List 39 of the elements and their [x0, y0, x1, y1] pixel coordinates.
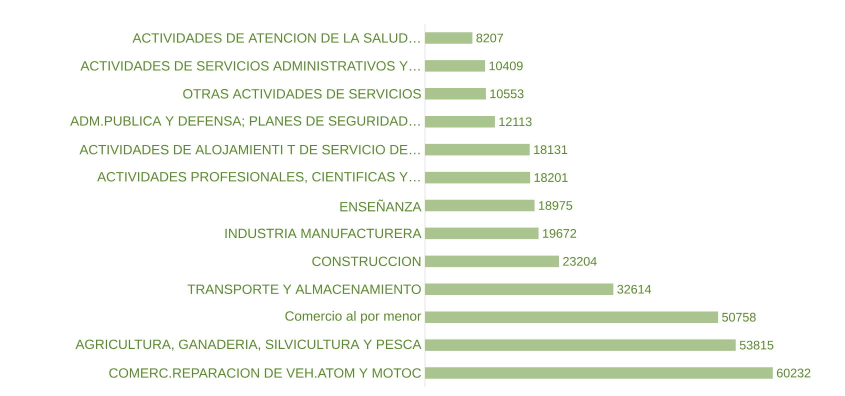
y-tick-label: TRANSPORTE Y ALMACENAMIENTO — [188, 284, 421, 294]
bar — [424, 228, 539, 240]
bar — [424, 60, 486, 72]
data-label: 53815 — [740, 340, 774, 350]
bar — [424, 256, 559, 268]
bar — [424, 144, 530, 156]
bar — [424, 116, 495, 128]
data-label: 8207 — [476, 34, 503, 42]
y-tick-label: INDUSTRIA MANUFACTURERA — [225, 228, 422, 238]
data-label: 23204 — [563, 256, 597, 266]
data-label: 10553 — [490, 89, 524, 98]
bar — [424, 88, 486, 100]
y-tick-label: ACTIVIDADES PROFESIONALES, CIENTIFICAS Y… — [97, 172, 420, 184]
y-tick-label: CONSTRUCCION — [312, 256, 420, 266]
bar — [424, 200, 535, 212]
bar — [424, 339, 736, 351]
data-label: 60232 — [776, 368, 810, 378]
y-tick-label: ACTIVIDADES DE SERVICIOS ADMINISTRATIVOS Y… — [80, 61, 420, 71]
data-label: 19672 — [543, 229, 576, 238]
data-label: 12113 — [499, 117, 532, 126]
bar — [424, 284, 614, 296]
data-label: 32614 — [617, 284, 652, 294]
y-tick-label: AGRICULTURA, GANADERIA, SILVICULTURA Y PESCA — [75, 340, 422, 351]
bar — [424, 32, 472, 44]
y-tick-label: ACTIVIDADES DE ATENCION DE LA SALUD… — [132, 33, 420, 43]
data-label: 18201 — [534, 173, 568, 182]
y-tick-label: ENSEÑANZA — [340, 200, 422, 212]
y-tick-label: ADM.PUBLICA Y DEFENSA; PLANES DE SEGURIDAD… — [70, 116, 420, 128]
y-tick-label: ACTIVIDADES DE ALOJAMIENTI T DE SERVICIO DE… — [79, 144, 420, 154]
y-tick-label: COMERC.REPARACION DE VEH.ATOM Y MOTOC — [109, 368, 421, 378]
data-label: 18131 — [534, 145, 568, 154]
bar — [424, 172, 530, 184]
y-tick-label: OTRAS ACTIVIDADES DE SERVICIOS — [183, 89, 421, 99]
bar — [424, 367, 773, 379]
data-label: 50758 — [722, 312, 756, 322]
data-label: 10409 — [490, 61, 523, 70]
data-label: 18975 — [539, 201, 572, 210]
y-tick-label: Comercio al por menor — [285, 310, 422, 324]
bar — [424, 311, 718, 323]
